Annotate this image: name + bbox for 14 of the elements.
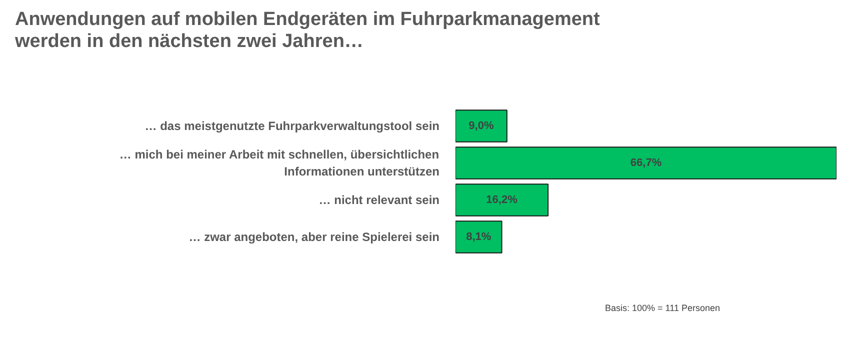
text: Basis: 100% = 111 Personen <box>605 302 720 315</box>
bar <box>456 110 508 142</box>
data-label: 16,2% <box>486 194 518 206</box>
bar <box>456 220 502 254</box>
y-tick-label: … das meistgenutzte Fuhrparkverwaltungstool sein <box>144 119 440 133</box>
data-label: 9,0% <box>468 120 494 132</box>
bar <box>456 184 549 216</box>
y-tick-label: … zwar angeboten, aber reine Spielerei sein <box>188 230 440 244</box>
y-tick-label: … mich bei meiner Arbeit mit schnellen, übersichtlichen Informationen unterstützen <box>119 148 440 178</box>
data-label: 8,1% <box>466 231 492 243</box>
y-tick-label: … nicht relevant sein <box>318 193 440 207</box>
bar <box>456 146 836 180</box>
data-label: 66,7% <box>630 157 662 169</box>
chart-title: Anwendungen auf mobilen Endgeräten im Fuhrparkmanagement werden in den nächsten zwei Jahren… <box>15 9 600 53</box>
